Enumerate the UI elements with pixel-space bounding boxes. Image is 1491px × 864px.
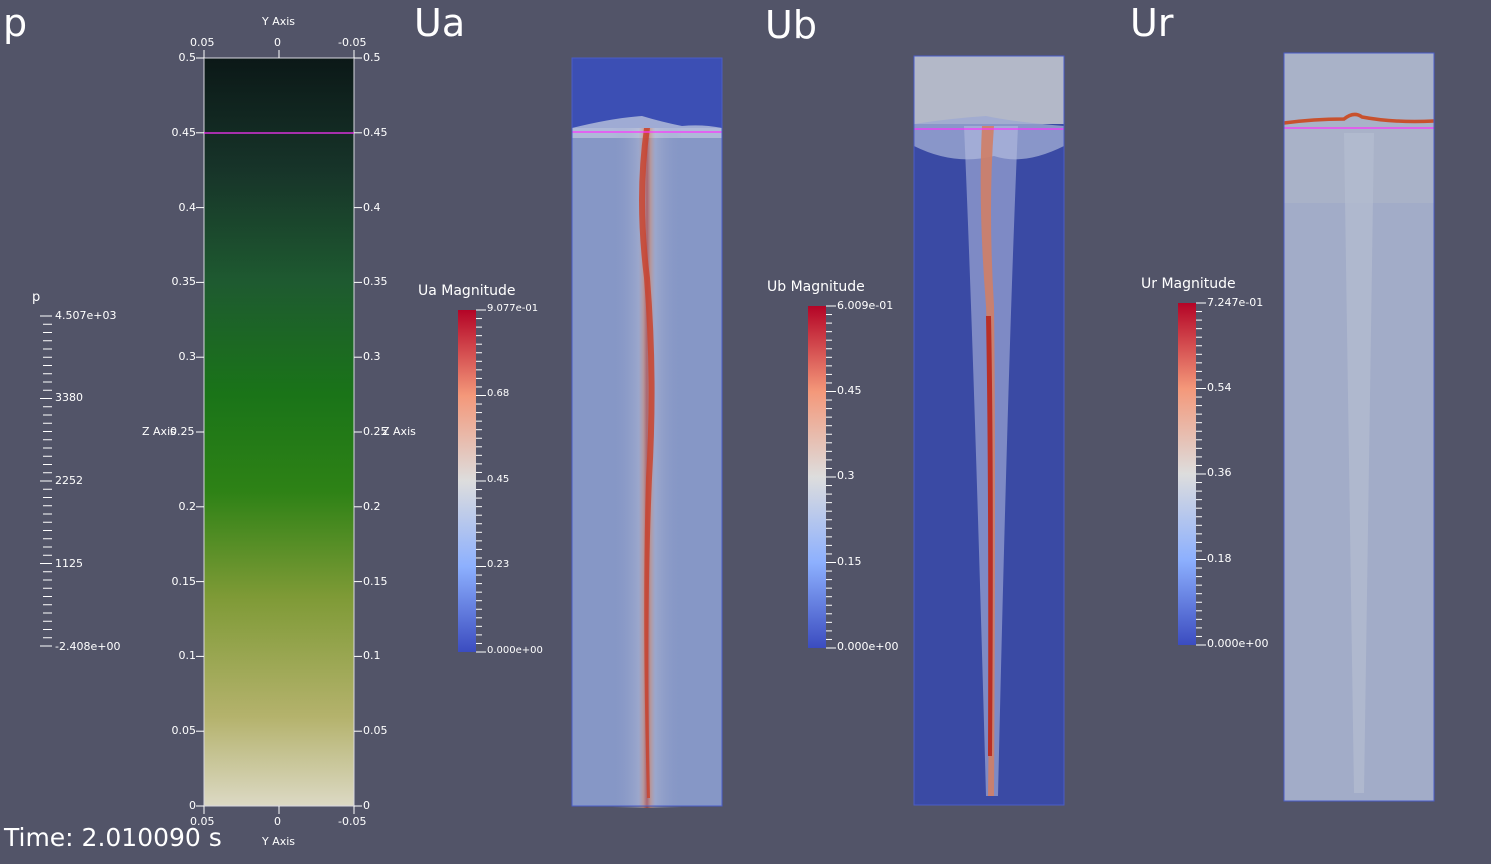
ua-legend-label-4: 0.000e+00 [487,645,543,656]
time-label: Time: 2.010090 s [4,823,222,852]
pressure-field-view[interactable] [0,0,420,864]
z-tick-right-5: 0.25 [363,425,388,438]
ub-legend-label-4: 0.000e+00 [837,640,899,653]
z-tick-right-9: 0.05 [363,724,388,738]
p-legend-title: p [32,290,41,305]
z-tick-left-8: 0.1 [178,649,197,663]
ub-colorbar [808,305,836,649]
ur-legend-label-4: 0.000e+00 [1207,637,1269,650]
z-tick-right-3: 0.35 [363,275,388,289]
z-axis-label-right: Z Axis [382,425,416,438]
ur-legend-label-0: 7.247e-01 [1207,296,1264,309]
z-tick-right-4: 0.3 [363,350,381,364]
z-tick-right-8: 0.1 [363,649,381,663]
z-tick-right-1: 0.45 [363,125,388,139]
ua-legend-label-0: 9.077e-01 [487,303,539,314]
z-tick-left-2: 0.4 [178,200,197,214]
z-tick-right-10: 0 [363,799,370,812]
z-tick-left-1: 0.45 [171,125,197,139]
ub-legend-title: Ub Magnitude [767,279,865,295]
y-tick-bottom-1: 0 [274,815,281,828]
y-tick-top-1: 0 [274,36,281,49]
ub-legend-label-0: 6.009e-01 [837,299,894,312]
y-axis-label-top: Y Axis [262,15,296,28]
z-axis-label-left: Z Axis [142,425,176,438]
p-legend-label-0: 4.507e+03 [55,309,117,322]
p-legend-label-2: 2252 [55,474,83,487]
ub-legend-label-3: 0.15 [837,555,862,568]
ua-legend-label-2: 0.45 [487,474,510,485]
p-legend-label-3: 1125 [55,557,83,570]
ua-legend-title: Ua Magnitude [418,283,516,299]
z-tick-right-7: 0.15 [363,574,388,588]
ua-field-view[interactable] [571,57,723,808]
panel-title-ua: Ua [414,1,466,45]
p-legend-label-1: 3380 [55,391,83,404]
ur-field-view[interactable] [1283,52,1435,802]
panel-title-ur: Ur [1130,1,1174,45]
pressure-column [204,58,354,806]
panel-title-ub: Ub [765,3,817,47]
ur-legend-title: Ur Magnitude [1141,276,1236,292]
z-tick-left-5: 0.25 [170,425,195,438]
z-tick-left-10: 0 [189,799,196,812]
y-tick-bottom-0: 0.05 [190,815,215,828]
ub-legend-label-1: 0.45 [837,384,862,397]
y-axis-label-bottom: Y Axis [262,835,296,848]
ua-legend-label-1: 0.68 [487,388,510,399]
ur-legend-label-1: 0.54 [1207,381,1232,394]
panel-title-p: p [3,1,28,45]
ur-colorbar [1178,302,1206,646]
z-tick-left-9: 0.05 [171,724,197,738]
ub-legend-label-2: 0.3 [837,469,855,482]
z-tick-left-0: 0.5 [178,51,197,64]
z-tick-right-6: 0.2 [363,499,381,513]
ua-colorbar [458,309,486,653]
z-tick-right-0: 0.5 [363,51,381,64]
z-tick-left-4: 0.3 [178,350,197,364]
ua-legend-label-3: 0.23 [487,559,510,570]
y-tick-top-0: 0.05 [190,36,215,49]
p-legend-label-4: -2.408e+00 [55,640,121,653]
y-tick-top-2: -0.05 [338,36,367,49]
ur-legend-label-3: 0.18 [1207,552,1232,565]
z-tick-left-7: 0.15 [171,574,197,588]
z-tick-left-3: 0.35 [171,275,197,289]
z-tick-left-6: 0.2 [178,499,197,513]
ub-field-view[interactable] [913,55,1065,806]
ur-legend-label-2: 0.36 [1207,466,1232,479]
p-legend-ticks [40,315,52,647]
y-tick-bottom-2: -0.05 [338,815,367,828]
z-tick-right-2: 0.4 [363,200,381,214]
